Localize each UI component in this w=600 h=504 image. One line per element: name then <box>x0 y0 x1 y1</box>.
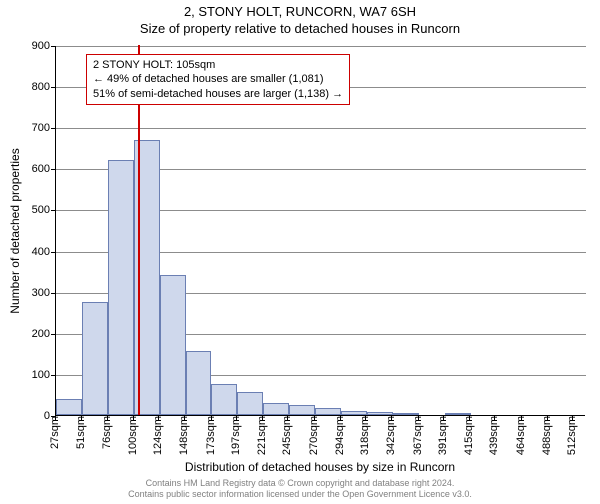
histogram-bar <box>315 408 341 415</box>
annotation-line: ← 49% of detached houses are smaller (1,… <box>93 72 343 86</box>
histogram-bar <box>341 411 367 415</box>
xtick-label: 221sqm <box>256 416 268 456</box>
gridline <box>56 46 586 47</box>
page-title-main: 2, STONY HOLT, RUNCORN, WA7 6SH <box>0 4 600 19</box>
xtick-label: 197sqm <box>230 416 242 456</box>
ytick-label: 400 <box>10 246 50 258</box>
histogram-bar <box>367 412 393 415</box>
gridline <box>56 128 586 129</box>
xtick-label: 464sqm <box>515 416 527 456</box>
page-title-sub: Size of property relative to detached ho… <box>0 21 600 36</box>
ytick-label: 100 <box>10 369 50 381</box>
histogram-bar <box>211 384 237 415</box>
xtick-label: 27sqm <box>49 416 61 456</box>
footer-line-1: Contains HM Land Registry data © Crown c… <box>0 478 600 489</box>
xtick-label: 76sqm <box>101 416 113 456</box>
ytick-label: 500 <box>10 204 50 216</box>
xtick-label: 124sqm <box>152 416 164 456</box>
ytick-mark <box>51 87 56 88</box>
histogram-bar <box>108 160 134 415</box>
ytick-label: 200 <box>10 328 50 340</box>
annotation-box: 2 STONY HOLT: 105sqm← 49% of detached ho… <box>86 54 350 105</box>
ytick-label: 600 <box>10 163 50 175</box>
ytick-mark <box>51 128 56 129</box>
histogram-bar <box>263 403 289 415</box>
xtick-label: 148sqm <box>178 416 190 456</box>
xtick-label: 245sqm <box>281 416 293 456</box>
xtick-label: 342sqm <box>385 416 397 456</box>
histogram-bar <box>160 275 186 415</box>
histogram-bar <box>445 413 471 415</box>
xtick-label: 270sqm <box>308 416 320 456</box>
xtick-label: 51sqm <box>75 416 87 456</box>
histogram-bar <box>82 302 108 415</box>
xtick-label: 100sqm <box>127 416 139 456</box>
xtick-label: 367sqm <box>412 416 424 456</box>
footer-attribution: Contains HM Land Registry data © Crown c… <box>0 478 600 500</box>
footer-line-2: Contains public sector information licen… <box>0 489 600 500</box>
xtick-label: 488sqm <box>541 416 553 456</box>
xtick-label: 294sqm <box>334 416 346 456</box>
histogram-bar <box>289 405 315 415</box>
ytick-mark <box>51 169 56 170</box>
histogram-chart: Number of detached properties 0100200300… <box>55 46 585 416</box>
xtick-label: 318sqm <box>359 416 371 456</box>
ytick-mark <box>51 210 56 211</box>
ytick-label: 300 <box>10 287 50 299</box>
histogram-bar <box>237 392 263 415</box>
ytick-label: 900 <box>10 40 50 52</box>
xtick-label: 512sqm <box>566 416 578 456</box>
xtick-label: 173sqm <box>205 416 217 456</box>
xtick-label: 391sqm <box>437 416 449 456</box>
histogram-bar <box>56 399 82 415</box>
ytick-mark <box>51 375 56 376</box>
x-axis-label: Distribution of detached houses by size … <box>55 460 585 474</box>
xtick-label: 415sqm <box>463 416 475 456</box>
histogram-bar <box>393 413 419 415</box>
ytick-label: 0 <box>10 410 50 422</box>
ytick-mark <box>51 293 56 294</box>
annotation-line: 51% of semi-detached houses are larger (… <box>93 87 343 101</box>
plot-area: 01002003004005006007008009002 STONY HOLT… <box>55 46 585 416</box>
ytick-mark <box>51 334 56 335</box>
ytick-mark <box>51 46 56 47</box>
annotation-line: 2 STONY HOLT: 105sqm <box>93 58 343 72</box>
ytick-label: 700 <box>10 122 50 134</box>
ytick-label: 800 <box>10 81 50 93</box>
xtick-label: 439sqm <box>488 416 500 456</box>
ytick-mark <box>51 252 56 253</box>
histogram-bar <box>186 351 212 415</box>
